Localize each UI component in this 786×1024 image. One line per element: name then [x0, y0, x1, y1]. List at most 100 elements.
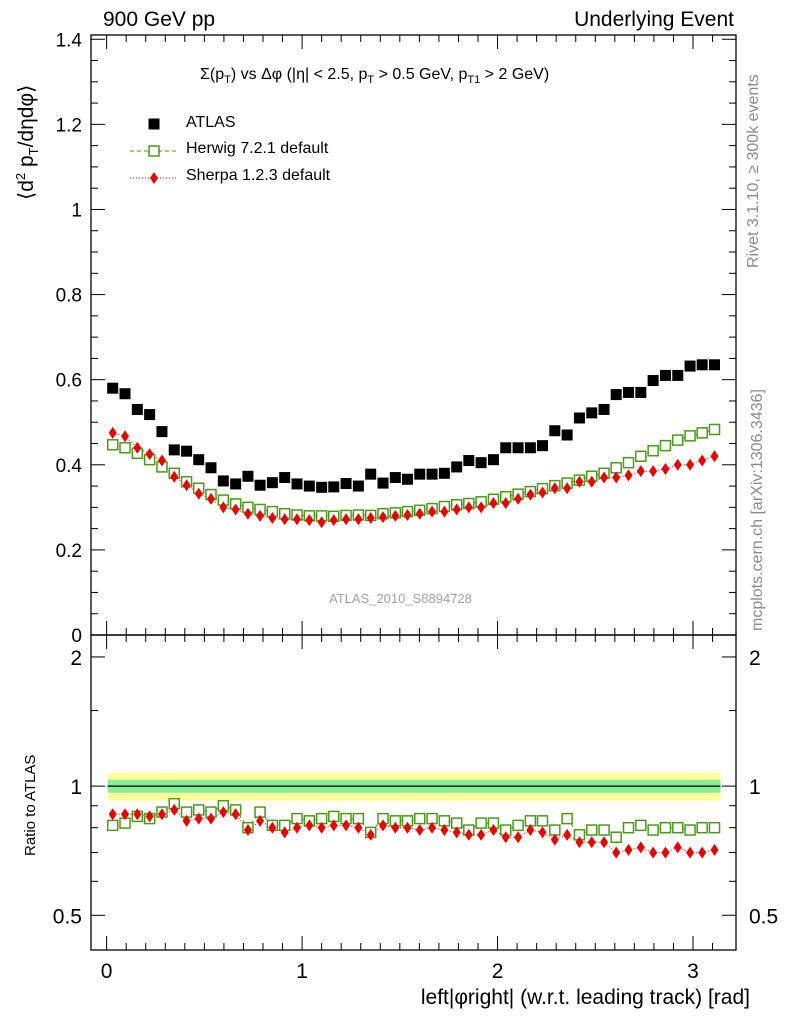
main-y-tick-label: 0.4 [56, 456, 83, 477]
atlas-point [438, 467, 450, 479]
ratio-herwig-point [635, 819, 647, 832]
atlas-point [377, 477, 389, 489]
ratio-herwig-point [610, 831, 622, 844]
ratio-sherpa-point [293, 821, 302, 834]
ratio-herwig-point [561, 812, 573, 825]
sherpa-point [710, 450, 719, 463]
sherpa-point [379, 511, 388, 524]
ratio-sherpa-point [121, 808, 130, 821]
x-tick-label: 2 [492, 960, 504, 983]
sherpa-point [636, 465, 645, 478]
main-y-tick-label: 0 [71, 626, 82, 647]
atlas-point [463, 455, 475, 467]
ratio-sherpa-point [686, 846, 695, 859]
sherpa-point [121, 430, 130, 443]
mcplots-credit-label: mcplots.cern.ch [arXiv:1306.3436] [749, 389, 766, 631]
ratio-herwig-point [586, 824, 598, 836]
atlas-point [598, 403, 610, 415]
sherpa-point [600, 471, 609, 484]
sherpa-point [243, 507, 252, 520]
sherpa-point [514, 492, 523, 505]
ratio-sherpa-point [366, 828, 375, 841]
sherpa-point [280, 513, 289, 526]
ratio-sherpa-point [403, 821, 412, 834]
sherpa-point [194, 487, 203, 500]
herwig-point [696, 427, 708, 439]
herwig-point [106, 439, 119, 451]
ratio-herwig-point [647, 824, 659, 836]
ratio-sherpa-point [661, 846, 670, 859]
ratio-y-tick-label-left: 0.5 [53, 905, 82, 928]
atlas-point [389, 472, 401, 484]
ratio-sherpa-point [612, 846, 621, 859]
herwig-point [672, 434, 684, 446]
atlas-point [205, 462, 217, 474]
ratio-herwig-point [622, 821, 635, 834]
analysis-tag: ATLAS_2010_S8894728 [329, 591, 472, 606]
ratio-sherpa-point [489, 824, 498, 837]
main-y-tick-label: 1 [71, 200, 82, 221]
ratio-sherpa-point [379, 819, 388, 832]
legend-marker-herwig [148, 145, 160, 157]
sherpa-point [317, 516, 326, 529]
sherpa-point [575, 475, 584, 488]
herwig-point [647, 444, 659, 457]
sherpa-point [145, 448, 154, 461]
main-y-tick-label: 0.8 [56, 286, 82, 307]
ratio-herwig-point [475, 817, 487, 829]
ratio-sherpa-point [624, 843, 633, 856]
ratio-sherpa-point [575, 836, 584, 849]
atlas-point [414, 468, 426, 480]
ratio-y-tick-label-right: 1 [749, 776, 761, 799]
atlas-point [537, 440, 548, 452]
herwig-point [119, 442, 131, 454]
x-tick-label: 3 [687, 960, 699, 983]
ratio-sherpa-point [305, 819, 314, 832]
sherpa-point [563, 482, 572, 495]
header-right-label: Underlying Event [574, 8, 734, 31]
main-y-tick-label: 0.6 [56, 371, 82, 392]
legend-marker-sherpa [150, 172, 158, 184]
ratio-sherpa-point [698, 846, 707, 859]
ratio-sherpa-point [673, 841, 682, 854]
x-tick-label: 0 [101, 960, 113, 983]
atlas-point [451, 461, 463, 473]
atlas-point [107, 382, 119, 394]
sherpa-line [112, 432, 715, 523]
atlas-point [647, 375, 659, 387]
ratio-herwig-point [659, 821, 672, 834]
ratio-sherpa-point [280, 826, 289, 839]
sherpa-point [207, 492, 216, 505]
ratio-sherpa-point [170, 803, 179, 816]
ratio-sherpa-point [428, 821, 437, 834]
ratio-y-tick-label-right: 2 [749, 647, 761, 670]
header-left-label: 900 GeV pp [103, 8, 216, 31]
ratio-panel-frame [90, 634, 737, 951]
ratio-sherpa-point [317, 821, 326, 834]
atlas-point [168, 444, 180, 456]
atlas-point [500, 442, 512, 454]
ratio-sherpa-point [145, 810, 154, 823]
ratio-y-tick-label-right: 0.5 [749, 905, 778, 928]
herwig-point [635, 450, 647, 463]
sherpa-point [293, 513, 302, 526]
ratio-herwig-point [512, 819, 524, 832]
ratio-y-axis-label: Ratio to ATLAS [22, 754, 39, 856]
atlas-point [131, 403, 143, 415]
ratio-sherpa-point [108, 808, 117, 821]
atlas-point [549, 425, 561, 437]
ratio-sherpa-point [452, 826, 461, 839]
ratio-sherpa-point [256, 814, 265, 827]
ratio-sherpa-point [710, 843, 719, 856]
atlas-point [291, 478, 303, 490]
atlas-point [365, 468, 377, 480]
sherpa-point [415, 507, 424, 520]
sherpa-point [612, 471, 621, 484]
herwig-point [610, 462, 622, 474]
ratio-y-tick-label-left: 2 [70, 647, 82, 670]
sherpa-point [538, 486, 547, 499]
atlas-point [586, 407, 598, 419]
sherpa-point [403, 509, 412, 521]
ratio-sherpa-point [342, 819, 351, 832]
